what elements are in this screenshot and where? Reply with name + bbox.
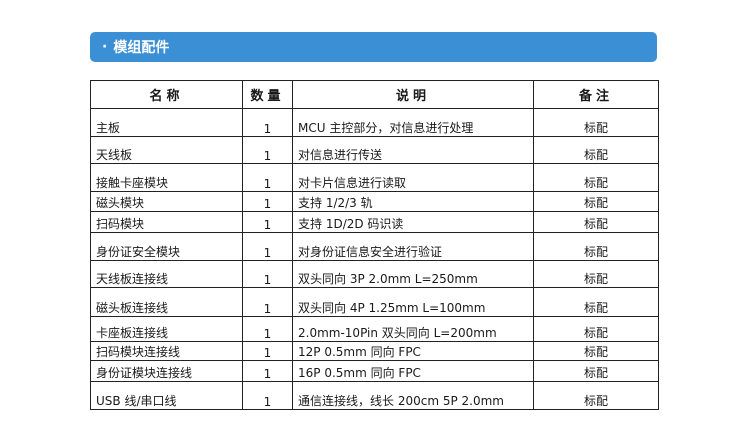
table-row: 卡座板连接线 1 2.0mm-10Pin 双头同向 L=200mm 标配 <box>90 316 659 342</box>
section-title: 模组配件 <box>113 40 170 56</box>
cell-name: USB 线/串口线 <box>90 381 243 410</box>
header-note: 备注 <box>533 80 659 109</box>
cell-name: 天线板 <box>90 136 243 164</box>
cell-name: 主板 <box>90 108 243 137</box>
cell-name: 身份证安全模块 <box>90 232 243 261</box>
header-qty: 数量 <box>242 80 293 109</box>
cell-name: 扫码模块连接线 <box>90 341 243 361</box>
cell-name: 磁头板连接线 <box>90 287 243 317</box>
table-row: 天线板连接线 1 双头同向 3P 2.0mm L=250mm 标配 <box>90 260 659 288</box>
table-header-row: 名称 数量 说明 备注 <box>90 80 659 109</box>
cell-qty: 1 <box>242 191 293 212</box>
cell-note: 标配 <box>533 211 659 233</box>
table-row: 身份证模块连接线 1 16P 0.5mm 同向 FPC 标配 <box>90 360 659 382</box>
cell-desc: 16P 0.5mm 同向 FPC <box>292 360 534 382</box>
cell-desc: 支持 1/2/3 轨 <box>292 191 534 212</box>
table-row: 扫码模块 1 支持 1D/2D 码识读 标配 <box>90 211 659 233</box>
cell-note: 标配 <box>533 260 659 288</box>
cell-qty: 1 <box>242 360 293 382</box>
cell-qty: 1 <box>242 260 293 288</box>
cell-qty: 1 <box>242 341 293 361</box>
cell-note: 标配 <box>533 163 659 192</box>
cell-note: 标配 <box>533 108 659 137</box>
cell-desc: 通信连接线，线长 200cm 5P 2.0mm <box>292 381 534 410</box>
cell-desc: 支持 1D/2D 码识读 <box>292 211 534 233</box>
cell-desc: 双头同向 4P 1.25mm L=100mm <box>292 287 534 317</box>
cell-desc: MCU 主控部分，对信息进行处理 <box>292 108 534 137</box>
table-row: 主板 1 MCU 主控部分，对信息进行处理 标配 <box>90 108 659 137</box>
table-row: 磁头模块 1 支持 1/2/3 轨标配 <box>90 191 659 212</box>
cell-desc: 双头同向 3P 2.0mm L=250mm <box>292 260 534 288</box>
header-name: 名称 <box>90 80 243 109</box>
cell-qty: 1 <box>242 287 293 317</box>
cell-note: 标配 <box>533 360 659 382</box>
table-row: 磁头板连接线 1 双头同向 4P 1.25mm L=100mm 标配 <box>90 287 659 317</box>
header-desc: 说明 <box>292 80 534 109</box>
cell-note: 标配 <box>533 316 659 342</box>
cell-name: 磁头模块 <box>90 191 243 212</box>
section-header: · 模组配件 <box>90 32 657 62</box>
cell-note: 标配 <box>533 136 659 164</box>
table-row: 天线板 1 对信息进行传送 标配 <box>90 136 659 164</box>
cell-desc: 对信息进行传送 <box>292 136 534 164</box>
cell-qty: 1 <box>242 163 293 192</box>
table-row: USB 线/串口线 1 通信连接线，线长 200cm 5P 2.0mm 标配 <box>90 381 659 410</box>
cell-name: 接触卡座模块 <box>90 163 243 192</box>
cell-note: 标配 <box>533 341 659 361</box>
table-row: 接触卡座模块 1 对卡片信息进行读取 标配 <box>90 163 659 192</box>
table-row: 身份证安全模块 1 对身份证信息安全进行验证 标配 <box>90 232 659 261</box>
cell-note: 标配 <box>533 232 659 261</box>
parts-table: 名称 数量 说明 备注 主板 1 MCU 主控部分，对信息进行处理 标配 天线板 1 对信息… <box>90 80 659 410</box>
cell-desc: 12P 0.5mm 同向 FPC <box>292 341 534 361</box>
cell-desc: 2.0mm-10Pin 双头同向 L=200mm <box>292 316 534 342</box>
cell-note: 标配 <box>533 191 659 212</box>
cell-qty: 1 <box>242 316 293 342</box>
section-bullet: · <box>102 39 108 55</box>
cell-qty: 1 <box>242 108 293 137</box>
cell-name: 卡座板连接线 <box>90 316 243 342</box>
cell-note: 标配 <box>533 381 659 410</box>
cell-name: 身份证模块连接线 <box>90 360 243 382</box>
cell-desc: 对卡片信息进行读取 <box>292 163 534 192</box>
cell-name: 扫码模块 <box>90 211 243 233</box>
cell-qty: 1 <box>242 232 293 261</box>
table-row: 扫码模块连接线 1 12P 0.5mm 同向 FPC 标配 <box>90 341 659 361</box>
cell-qty: 1 <box>242 211 293 233</box>
cell-name: 天线板连接线 <box>90 260 243 288</box>
cell-desc: 对身份证信息安全进行验证 <box>292 232 534 261</box>
cell-note: 标配 <box>533 287 659 317</box>
cell-qty: 1 <box>242 136 293 164</box>
cell-qty: 1 <box>242 381 293 410</box>
